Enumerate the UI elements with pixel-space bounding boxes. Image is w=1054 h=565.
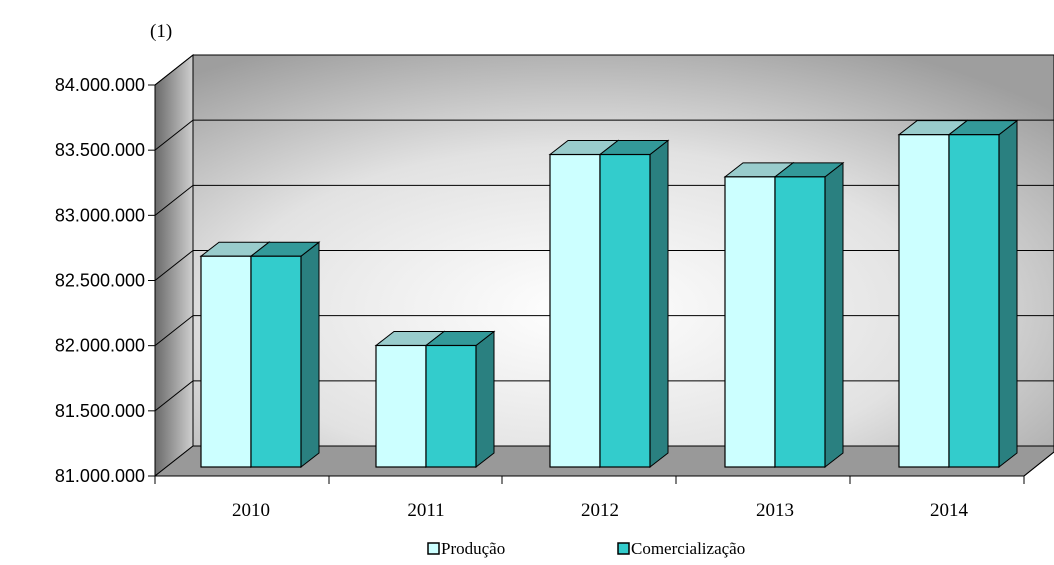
axes: [148, 84, 1054, 484]
bar-side: [649, 139, 669, 469]
y-tick-label: 83.000.000: [55, 205, 145, 225]
gridline-side: [154, 54, 194, 86]
axis-labels: 81.000.000 81.500.000 82.000.000 82.500.000…: [55, 75, 969, 521]
legend-label-producao: Produção: [441, 539, 505, 558]
bar-front: [724, 176, 776, 468]
x-tick-label: 2013: [756, 500, 794, 521]
unit-note: (1): [150, 21, 172, 42]
legend: Produção Comercialização: [427, 539, 745, 558]
x-tick-label: 2014: [930, 500, 969, 521]
x-tick-label: 2010: [232, 500, 270, 521]
bar-comercializacao-2012: [598, 139, 670, 469]
bar-side: [300, 241, 320, 469]
x-tick-label: 2011: [407, 500, 444, 521]
bar-comercializacao-2010: [249, 241, 321, 469]
legend-label-comercializacao: Comercialização: [631, 539, 745, 558]
legend-swatch-producao: [427, 542, 440, 555]
bar-front: [948, 134, 1000, 468]
gridline-side: [154, 380, 194, 412]
bar-comercializacao-2011: [424, 330, 496, 469]
bar-comercializacao-2014: [947, 119, 1019, 469]
bars: [199, 119, 1019, 469]
gridline-side: [154, 119, 194, 151]
gridline-side: [154, 250, 194, 281]
gridline-side: [154, 315, 194, 347]
bar-front: [250, 255, 302, 468]
bar-front: [549, 153, 601, 468]
legend-swatch-comercializacao: [617, 542, 630, 555]
bar-side: [998, 119, 1018, 469]
bar-front: [898, 134, 950, 468]
bar-front: [599, 153, 651, 468]
bar-front: [425, 344, 477, 468]
y-tick-label: 84.000.000: [55, 75, 145, 95]
bar-comercializacao-2013: [773, 161, 845, 469]
bar-front: [774, 176, 826, 468]
y-tick-label: 82.000.000: [55, 336, 145, 356]
gridline-side: [154, 184, 194, 216]
y-tick-label: 82.500.000: [55, 271, 145, 291]
bar-side: [824, 161, 844, 469]
x-tick-label: 2012: [581, 500, 619, 521]
bar-side: [475, 330, 495, 469]
y-tick-label: 81.000.000: [55, 466, 145, 486]
y-tick-label: 83.500.000: [55, 140, 145, 160]
bar-front: [375, 344, 427, 468]
floor-edge: [1023, 451, 1054, 477]
y-tick-label: 81.500.000: [55, 401, 145, 421]
bar-front: [200, 255, 252, 468]
